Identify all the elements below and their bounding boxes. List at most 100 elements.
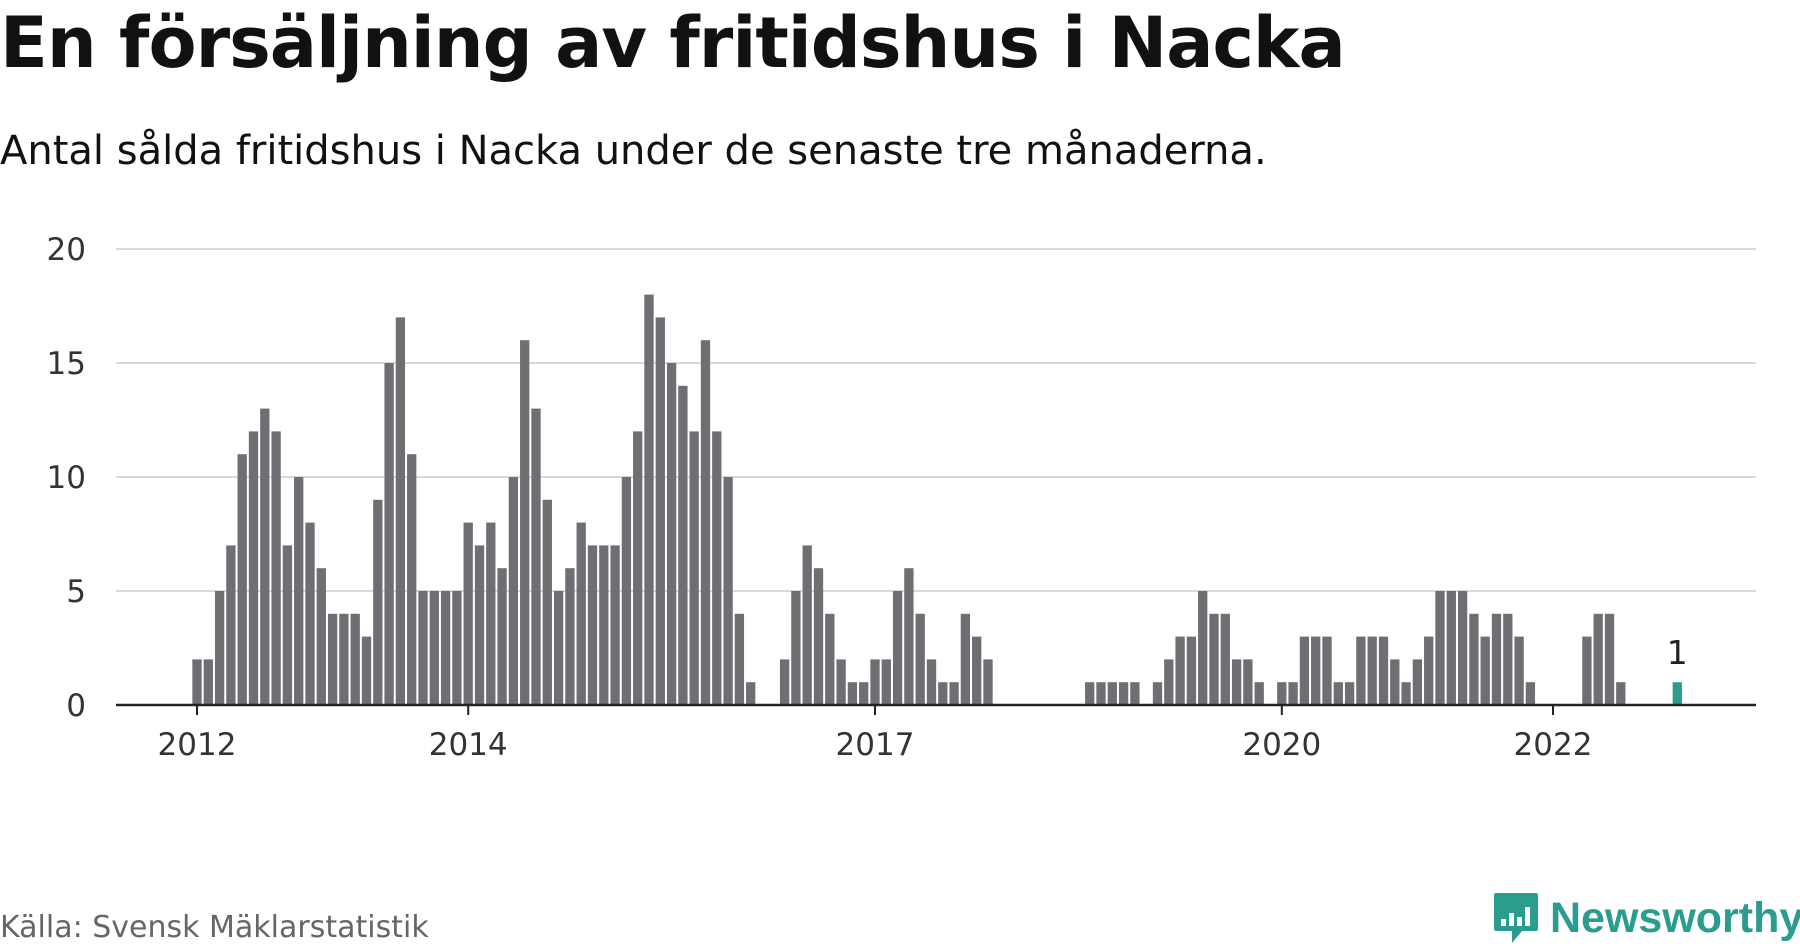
bar bbox=[700, 340, 711, 705]
bar bbox=[587, 545, 598, 705]
bar bbox=[1457, 591, 1468, 705]
bar bbox=[214, 591, 225, 705]
x-tick-label: 2022 bbox=[1514, 727, 1593, 763]
bar bbox=[1299, 636, 1310, 705]
y-tick-label: 0 bbox=[66, 688, 86, 724]
bar bbox=[1503, 613, 1513, 705]
bar bbox=[1367, 636, 1377, 705]
bar bbox=[960, 613, 971, 705]
bar bbox=[678, 385, 688, 705]
bar bbox=[1333, 682, 1343, 705]
bar bbox=[1446, 591, 1456, 705]
bar bbox=[1254, 682, 1264, 705]
bar bbox=[1593, 613, 1603, 705]
bar bbox=[644, 294, 654, 705]
bar bbox=[395, 317, 406, 705]
bar bbox=[1288, 682, 1298, 705]
bar bbox=[926, 659, 937, 705]
bar bbox=[1412, 659, 1423, 705]
bar bbox=[1322, 636, 1332, 705]
bar bbox=[610, 545, 620, 705]
y-tick-label: 5 bbox=[66, 574, 86, 610]
bar bbox=[666, 363, 677, 705]
bar bbox=[429, 591, 439, 705]
bar bbox=[1604, 613, 1615, 705]
source-note: Källa: Svensk Mäklarstatistik bbox=[0, 910, 429, 945]
bar bbox=[1480, 636, 1490, 705]
bar bbox=[1186, 636, 1197, 705]
bar bbox=[1491, 613, 1502, 705]
bar bbox=[305, 522, 315, 705]
bar bbox=[192, 659, 202, 705]
bar bbox=[633, 431, 643, 705]
bar bbox=[904, 568, 914, 705]
bar bbox=[972, 636, 982, 705]
bar bbox=[407, 454, 417, 705]
bar bbox=[983, 659, 993, 705]
bar bbox=[203, 659, 213, 705]
bar bbox=[418, 591, 428, 705]
bar bbox=[1311, 636, 1321, 705]
bar bbox=[1085, 682, 1095, 705]
bar bbox=[1469, 613, 1479, 705]
bar bbox=[339, 613, 349, 705]
bar bbox=[327, 613, 338, 705]
bar bbox=[1243, 659, 1253, 705]
bar bbox=[723, 477, 733, 705]
x-tick-label: 2012 bbox=[158, 727, 237, 763]
bar bbox=[1164, 659, 1174, 705]
bar bbox=[260, 408, 270, 705]
bar-highlight bbox=[1672, 682, 1682, 705]
bar bbox=[361, 636, 372, 705]
newsworthy-logo-icon bbox=[1494, 893, 1538, 943]
bar bbox=[553, 591, 564, 705]
bar bbox=[1401, 682, 1411, 705]
bar bbox=[508, 477, 519, 705]
bar bbox=[746, 682, 756, 705]
bar bbox=[1096, 682, 1106, 705]
bar bbox=[779, 659, 790, 705]
bar bbox=[881, 659, 891, 705]
bar bbox=[452, 591, 462, 705]
bar bbox=[1130, 682, 1140, 705]
bar bbox=[1525, 682, 1536, 705]
bar bbox=[689, 431, 699, 705]
bar bbox=[1175, 636, 1185, 705]
bar bbox=[474, 545, 485, 705]
bar bbox=[237, 454, 247, 705]
bar bbox=[836, 659, 846, 705]
bar bbox=[271, 431, 281, 705]
bar bbox=[486, 522, 496, 705]
bar bbox=[734, 613, 745, 705]
bar bbox=[791, 591, 801, 705]
x-tick-label: 2020 bbox=[1242, 727, 1321, 763]
bar bbox=[1616, 682, 1626, 705]
bar bbox=[712, 431, 722, 705]
bar bbox=[802, 545, 812, 705]
bar bbox=[892, 591, 903, 705]
bar bbox=[1277, 682, 1287, 705]
chart-title: En försäljning av fritidshus i Nacka bbox=[0, 2, 1346, 84]
bar bbox=[1118, 682, 1129, 705]
bar bbox=[497, 568, 507, 705]
bar bbox=[1390, 659, 1400, 705]
bar bbox=[440, 591, 451, 705]
bar bbox=[282, 545, 293, 705]
bar bbox=[520, 340, 530, 705]
bar bbox=[949, 682, 959, 705]
x-tick-label: 2014 bbox=[429, 727, 508, 763]
bar bbox=[373, 499, 383, 705]
bar bbox=[1107, 682, 1117, 705]
bar bbox=[1424, 636, 1434, 705]
bar bbox=[1220, 613, 1230, 705]
bar bbox=[1209, 613, 1219, 705]
bar bbox=[531, 408, 541, 705]
bar bbox=[655, 317, 665, 705]
bar bbox=[248, 431, 259, 705]
bar bbox=[1231, 659, 1242, 705]
bar bbox=[565, 568, 575, 705]
bar bbox=[870, 659, 880, 705]
bar bbox=[599, 545, 609, 705]
bar bbox=[813, 568, 824, 705]
bar bbox=[1582, 636, 1592, 705]
